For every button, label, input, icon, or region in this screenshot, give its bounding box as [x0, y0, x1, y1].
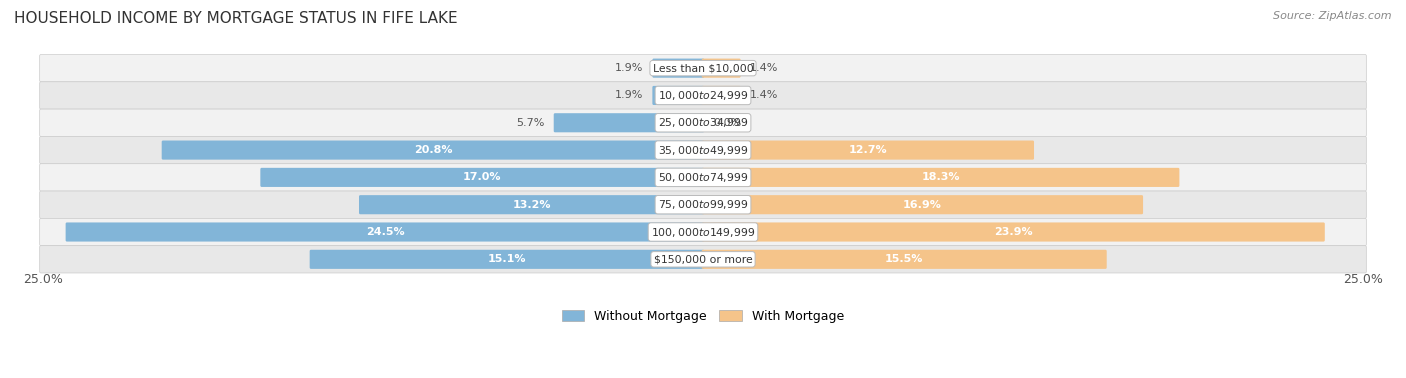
- FancyBboxPatch shape: [554, 113, 704, 132]
- Text: 25.0%: 25.0%: [22, 273, 63, 286]
- Text: 0.0%: 0.0%: [713, 118, 741, 128]
- FancyBboxPatch shape: [39, 246, 1367, 273]
- FancyBboxPatch shape: [39, 136, 1367, 164]
- FancyBboxPatch shape: [702, 195, 1143, 214]
- Text: 16.9%: 16.9%: [903, 200, 942, 210]
- FancyBboxPatch shape: [162, 141, 704, 160]
- FancyBboxPatch shape: [702, 59, 741, 78]
- Text: 1.9%: 1.9%: [614, 63, 644, 73]
- Text: 1.4%: 1.4%: [749, 90, 778, 101]
- Text: $25,000 to $34,999: $25,000 to $34,999: [658, 116, 748, 129]
- Legend: Without Mortgage, With Mortgage: Without Mortgage, With Mortgage: [557, 305, 849, 328]
- Text: $35,000 to $49,999: $35,000 to $49,999: [658, 144, 748, 156]
- Text: $50,000 to $74,999: $50,000 to $74,999: [658, 171, 748, 184]
- FancyBboxPatch shape: [39, 191, 1367, 218]
- Text: 18.3%: 18.3%: [921, 172, 960, 183]
- FancyBboxPatch shape: [39, 109, 1367, 136]
- Text: $75,000 to $99,999: $75,000 to $99,999: [658, 198, 748, 211]
- FancyBboxPatch shape: [702, 141, 1033, 160]
- Text: 13.2%: 13.2%: [512, 200, 551, 210]
- Text: 23.9%: 23.9%: [994, 227, 1032, 237]
- FancyBboxPatch shape: [652, 86, 704, 105]
- Text: 1.9%: 1.9%: [614, 90, 644, 101]
- FancyBboxPatch shape: [39, 164, 1367, 191]
- FancyBboxPatch shape: [39, 82, 1367, 109]
- Text: $10,000 to $24,999: $10,000 to $24,999: [658, 89, 748, 102]
- Text: 15.1%: 15.1%: [488, 254, 526, 264]
- Text: 15.5%: 15.5%: [884, 254, 924, 264]
- Text: 5.7%: 5.7%: [516, 118, 544, 128]
- Text: HOUSEHOLD INCOME BY MORTGAGE STATUS IN FIFE LAKE: HOUSEHOLD INCOME BY MORTGAGE STATUS IN F…: [14, 11, 458, 26]
- FancyBboxPatch shape: [702, 168, 1180, 187]
- Text: 1.4%: 1.4%: [749, 63, 778, 73]
- FancyBboxPatch shape: [702, 86, 741, 105]
- FancyBboxPatch shape: [702, 250, 1107, 269]
- Text: $100,000 to $149,999: $100,000 to $149,999: [651, 226, 755, 239]
- Text: 24.5%: 24.5%: [366, 227, 405, 237]
- FancyBboxPatch shape: [39, 218, 1367, 246]
- FancyBboxPatch shape: [260, 168, 704, 187]
- Text: Less than $10,000: Less than $10,000: [652, 63, 754, 73]
- FancyBboxPatch shape: [66, 222, 704, 242]
- Text: 25.0%: 25.0%: [1343, 273, 1384, 286]
- FancyBboxPatch shape: [39, 54, 1367, 82]
- Text: Source: ZipAtlas.com: Source: ZipAtlas.com: [1274, 11, 1392, 21]
- FancyBboxPatch shape: [702, 222, 1324, 242]
- Text: 20.8%: 20.8%: [413, 145, 453, 155]
- Text: 17.0%: 17.0%: [463, 172, 502, 183]
- FancyBboxPatch shape: [309, 250, 704, 269]
- Text: $150,000 or more: $150,000 or more: [654, 254, 752, 264]
- Text: 12.7%: 12.7%: [849, 145, 887, 155]
- FancyBboxPatch shape: [652, 59, 704, 78]
- FancyBboxPatch shape: [359, 195, 704, 214]
